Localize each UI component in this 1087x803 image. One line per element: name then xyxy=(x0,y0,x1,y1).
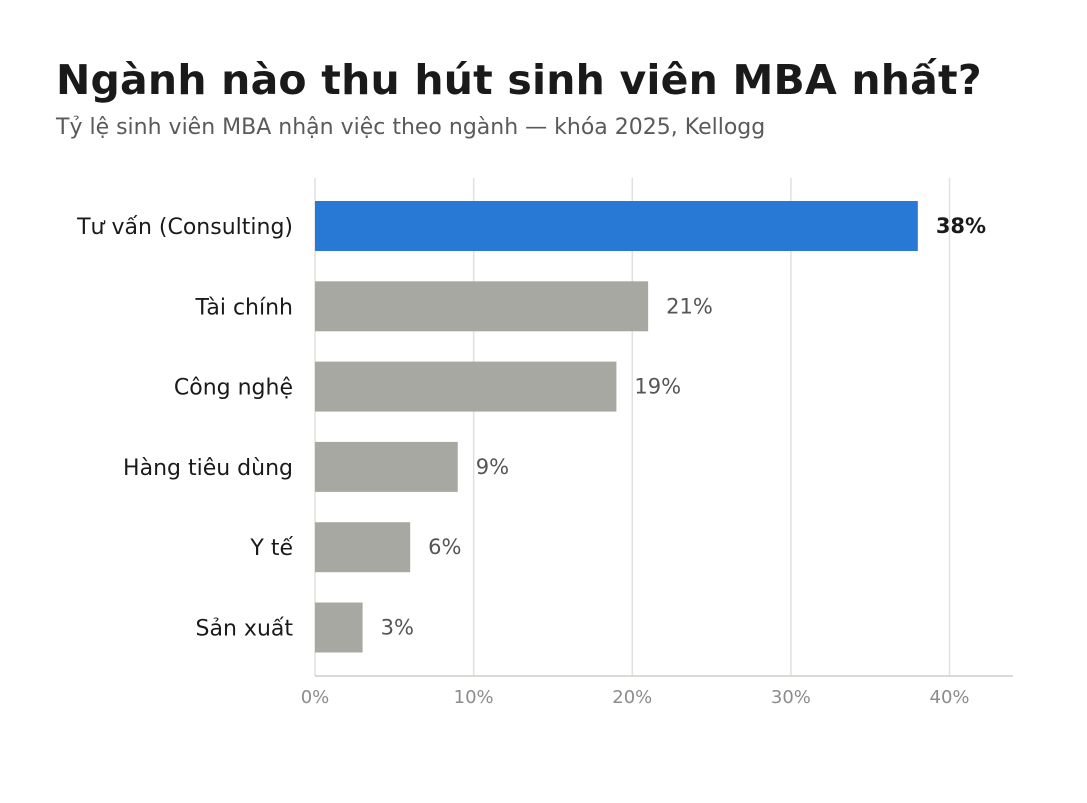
category-label-2: Công nghệ xyxy=(174,376,293,401)
value-label-5: 3% xyxy=(381,616,414,640)
bar-2 xyxy=(315,361,617,412)
x-tick-label-10: 10% xyxy=(454,687,494,708)
x-tick-label-30: 30% xyxy=(771,687,811,708)
bar-0 xyxy=(315,201,918,251)
category-label-0: Tư vấn (Consulting) xyxy=(76,215,293,240)
value-label-0: 38% xyxy=(936,214,986,238)
bar-5 xyxy=(315,602,363,653)
value-label-4: 6% xyxy=(428,535,461,559)
x-tick-label-40: 40% xyxy=(930,687,970,708)
x-tick-label-20: 20% xyxy=(612,687,652,708)
category-label-1: Tài chính xyxy=(195,295,294,320)
category-label-4: Y tế xyxy=(249,536,293,561)
bar-4 xyxy=(315,522,411,573)
bar-3 xyxy=(315,441,458,492)
value-label-1: 21% xyxy=(666,294,713,318)
chart-subtitle: Tỷ lệ sinh viên MBA nhận việc theo ngành… xyxy=(56,115,766,140)
chart-title: Ngành nào thu hút sinh viên MBA nhất? xyxy=(56,56,982,104)
value-label-3: 9% xyxy=(476,455,509,479)
bar-1 xyxy=(315,281,649,332)
category-label-5: Sản xuất xyxy=(196,617,294,642)
category-label-3: Hàng tiêu dùng xyxy=(123,456,293,481)
x-tick-label-0: 0% xyxy=(301,687,330,708)
value-label-2: 19% xyxy=(634,375,681,399)
